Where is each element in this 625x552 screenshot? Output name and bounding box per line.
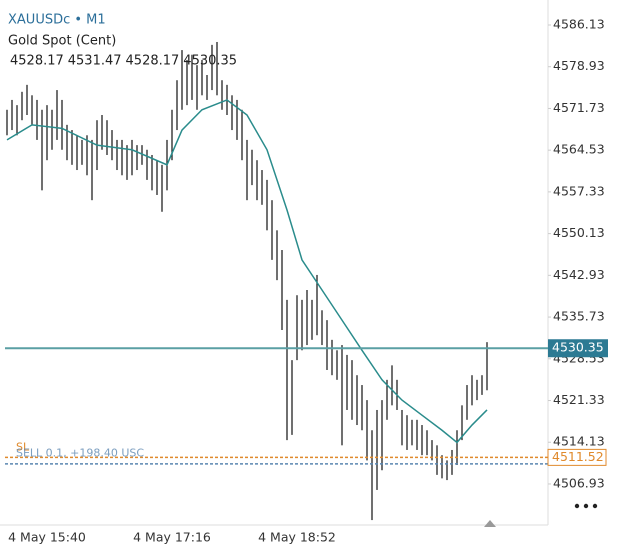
- last-price-box: [548, 339, 608, 358]
- position-text: SELL 0.1, +198.40 USC: [16, 446, 144, 459]
- y-tick-label: 4571.73: [553, 100, 605, 115]
- y-tick-label: 4542.93: [553, 267, 605, 282]
- ohlc-value: 4531.47: [68, 54, 122, 69]
- sl-text: SL: [16, 440, 30, 453]
- y-tick-label: 4564.53: [553, 142, 605, 157]
- x-tick-label: 4 May 17:16: [133, 530, 211, 545]
- sl-label: 4511.52: [552, 449, 604, 464]
- y-tick-label: 4535.73: [553, 309, 605, 324]
- y-tick-label: 4514.13: [553, 434, 605, 449]
- moving-average: [6, 99, 488, 444]
- symbol: XAUUSDc • M1: [8, 13, 106, 28]
- y-tick-label: 4557.33: [553, 183, 605, 198]
- ohlc-value: 4528.17: [10, 54, 64, 69]
- y-tick-label: 4521.33: [553, 392, 605, 407]
- menu-dot[interactable]: [574, 503, 580, 509]
- x-tick-label: 4 May 18:52: [258, 530, 336, 545]
- y-tick-label: 4578.93: [553, 58, 605, 73]
- x-tick-label: 4 May 15:40: [8, 530, 86, 545]
- y-tick-label: 4550.13: [553, 225, 605, 240]
- instrument: Gold Spot (Cent): [8, 34, 116, 49]
- scroll-arrow[interactable]: [484, 520, 496, 527]
- last-price-label: 4530.35: [552, 340, 604, 355]
- ohlc-value: 4530.35: [183, 54, 237, 69]
- ohlc-value: 4528.17: [126, 54, 180, 69]
- y-tick-label: 4506.93: [553, 475, 605, 490]
- y-tick-label: 4586.13: [553, 16, 605, 31]
- menu-dot[interactable]: [592, 503, 598, 509]
- menu-dot[interactable]: [583, 503, 589, 509]
- sl-label-box: [547, 448, 607, 466]
